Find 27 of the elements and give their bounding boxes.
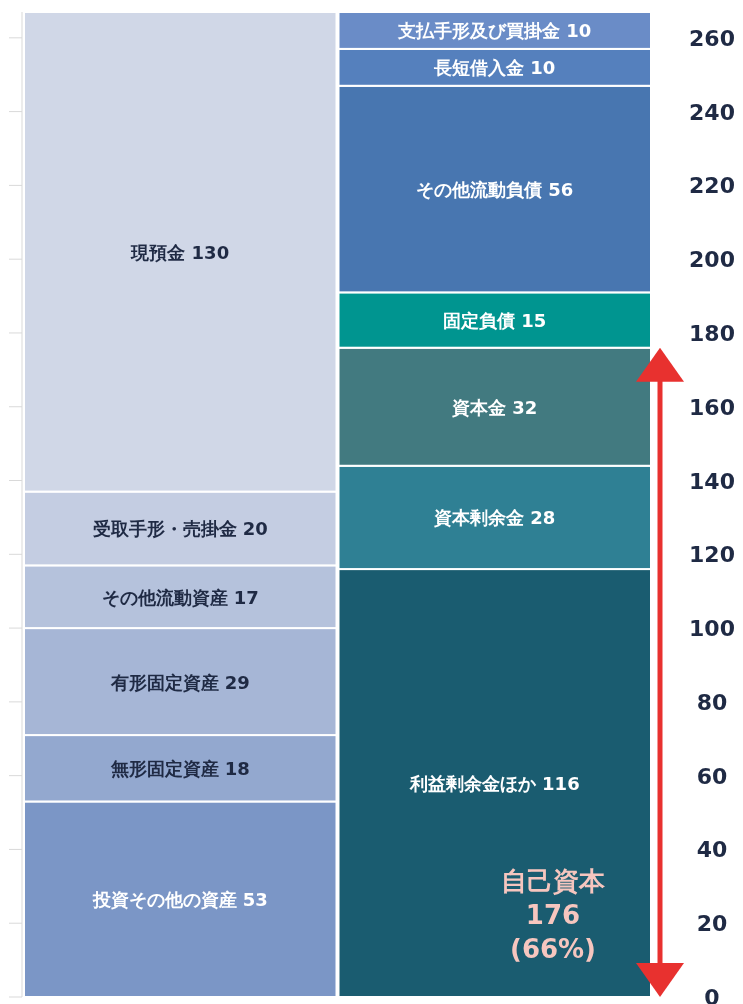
- data-label: 固定負債 15: [443, 310, 547, 332]
- data-label: 資本金 32: [451, 396, 538, 418]
- y-tick-label: 180: [689, 320, 735, 346]
- data-label: 受取手形・売掛金 20: [92, 518, 268, 540]
- y-tick-label: 60: [696, 763, 728, 789]
- data-label: 投資その他の資産 53: [91, 889, 268, 911]
- data-label: その他流動資産 17: [101, 586, 259, 608]
- y-tick-label: 220: [689, 173, 735, 199]
- data-label: その他流動負債 56: [416, 179, 574, 201]
- y-tick-label: 160: [689, 394, 735, 420]
- y-tick-label: 40: [696, 837, 728, 863]
- y-tick-label: 240: [689, 99, 735, 125]
- y-tick-label: 20: [696, 911, 728, 937]
- annotation: 自己資本 176 (66%): [501, 866, 606, 964]
- data-label: 支払手形及び買掛金 10: [397, 20, 592, 42]
- y-tick-label: 120: [689, 542, 735, 568]
- y-tick-label: 260: [689, 25, 735, 51]
- data-label: 現預金 130: [130, 241, 230, 263]
- data-label: 利益剰余金ほか 116: [408, 773, 580, 795]
- data-label: 資本剰余金 28: [433, 507, 556, 529]
- y-tick-label: 80: [696, 689, 728, 715]
- data-label: 有形固定資産 29: [109, 671, 250, 693]
- data-label: 長短借入金 10: [433, 57, 556, 79]
- y-tick-label: 100: [689, 616, 735, 642]
- y-tick-label: 140: [689, 468, 735, 494]
- y-tick-label: 200: [689, 247, 735, 273]
- data-label: 無形固定資産 18: [109, 758, 250, 780]
